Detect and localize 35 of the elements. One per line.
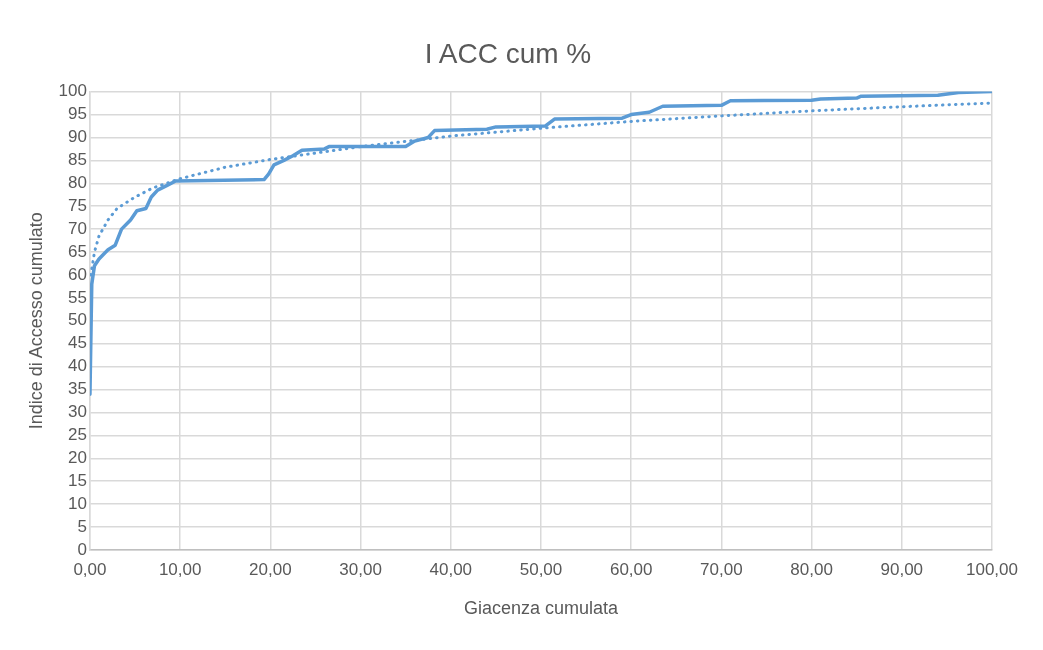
y-tick-label: 25 xyxy=(68,425,87,445)
y-tick-label: 95 xyxy=(68,104,87,124)
y-tick-label: 80 xyxy=(68,172,87,192)
y-tick-label: 60 xyxy=(68,264,87,284)
chart-title: I ACC cum % xyxy=(424,37,592,69)
y-tick-label: 50 xyxy=(68,310,87,330)
x-tick-label: 0,00 xyxy=(73,559,107,579)
y-tick-label: 45 xyxy=(68,333,87,353)
x-tick-label: 20,00 xyxy=(249,559,292,579)
x-tick-label: 60,00 xyxy=(609,559,653,579)
y-tick-label: 75 xyxy=(68,195,87,215)
y-tick-label: 100 xyxy=(58,81,87,101)
x-tick-label: 30,00 xyxy=(339,559,382,579)
x-tick-label: 100,00 xyxy=(966,559,1018,579)
y-tick-label: 85 xyxy=(68,150,87,170)
x-tick-label: 80,00 xyxy=(790,559,833,579)
x-axis-title: Giacenza cumulata xyxy=(463,598,620,619)
y-tick-label: 55 xyxy=(68,287,87,307)
y-tick-label: 30 xyxy=(68,402,87,422)
y-tick-label: 40 xyxy=(68,356,87,376)
y-axis-title: Indice di Accesso cumulato xyxy=(25,212,46,430)
y-tick-label: 15 xyxy=(68,470,87,490)
y-tick-label: 70 xyxy=(68,218,87,238)
y-tick-label: 5 xyxy=(77,516,87,536)
x-tick-label: 70,00 xyxy=(700,559,743,579)
y-tick-label: 0 xyxy=(77,539,87,559)
x-tick-label: 40,00 xyxy=(429,559,473,579)
x-tick-label: 10,00 xyxy=(158,559,202,579)
y-tick-label: 10 xyxy=(68,493,87,513)
y-tick-label: 65 xyxy=(68,241,87,261)
y-tick-label: 20 xyxy=(68,448,87,468)
x-tick-label: 90,00 xyxy=(880,559,924,579)
x-tick-label: 50,00 xyxy=(519,559,563,579)
y-tick-label: 35 xyxy=(68,379,87,399)
y-tick-label: 90 xyxy=(68,127,87,147)
